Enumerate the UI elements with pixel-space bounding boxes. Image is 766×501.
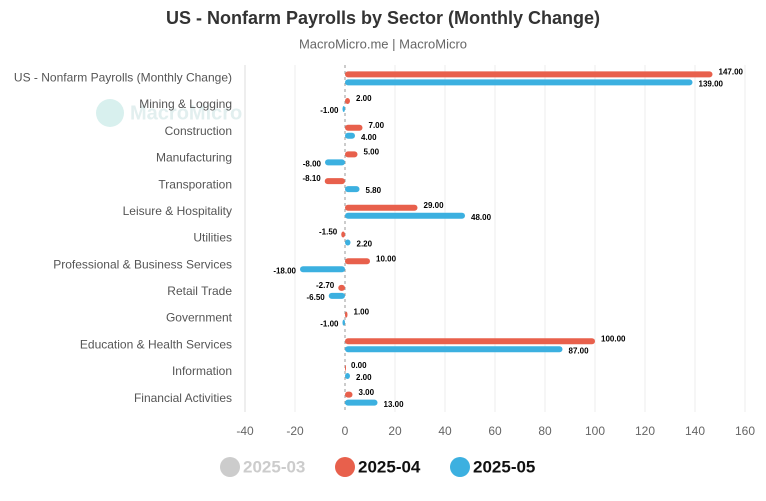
chart-subtitle: MacroMicro.me | MacroMicro — [299, 36, 467, 51]
x-tick-label: 100 — [585, 424, 605, 438]
bar — [345, 372, 350, 379]
bar — [341, 231, 345, 238]
bar — [345, 204, 418, 211]
legend-marker[interactable] — [335, 457, 355, 477]
x-tick-label: 0 — [342, 424, 349, 438]
value-label: 48.00 — [471, 213, 492, 222]
legend-label[interactable]: 2025-05 — [473, 457, 535, 476]
y-tick-label: Transporation — [158, 177, 232, 191]
bar — [345, 364, 346, 371]
value-label: 4.00 — [361, 133, 377, 142]
value-label: 2.00 — [356, 94, 372, 103]
value-label: 3.00 — [359, 388, 375, 397]
value-label: 2.20 — [357, 240, 373, 249]
value-label: 2.00 — [356, 373, 372, 382]
bar — [345, 311, 348, 318]
value-label: -6.50 — [307, 293, 326, 302]
value-label: 87.00 — [569, 346, 590, 355]
value-label: -1.50 — [319, 228, 338, 237]
bar — [345, 71, 713, 78]
y-tick-label: Information — [172, 364, 232, 378]
y-tick-label: US - Nonfarm Payrolls (Monthly Change) — [14, 71, 232, 85]
bar — [300, 266, 345, 273]
bar — [342, 319, 345, 326]
y-tick-label: Mining & Logging — [139, 97, 232, 111]
value-label: 100.00 — [601, 334, 626, 343]
legend-marker[interactable] — [450, 457, 470, 477]
bar — [345, 258, 370, 265]
x-tick-label: 120 — [635, 424, 655, 438]
bar — [328, 292, 345, 299]
legend-label[interactable]: 2025-03 — [243, 457, 305, 476]
value-label: 139.00 — [699, 79, 724, 88]
y-tick-label: Professional & Business Services — [53, 257, 232, 271]
x-tick-label: 80 — [538, 424, 552, 438]
bar — [345, 186, 360, 193]
y-tick-label: Retail Trade — [167, 284, 232, 298]
y-tick-label: Leisure & Hospitality — [123, 204, 232, 218]
value-label: 7.00 — [369, 121, 385, 130]
bar — [324, 178, 345, 185]
value-label: 147.00 — [719, 67, 744, 76]
y-tick-label: Financial Activities — [134, 391, 232, 405]
value-label: -8.00 — [303, 160, 322, 169]
value-label: -1.00 — [320, 320, 339, 329]
x-tick-label: 20 — [388, 424, 402, 438]
value-label: -8.10 — [303, 174, 322, 183]
bar — [345, 79, 693, 86]
value-label: 0.00 — [351, 361, 367, 370]
bar — [345, 338, 595, 345]
bar — [345, 399, 378, 406]
value-label: 5.80 — [366, 186, 382, 195]
value-label: 1.00 — [354, 308, 370, 317]
x-tick-label: 40 — [438, 424, 452, 438]
x-tick-label: 60 — [488, 424, 502, 438]
value-label: -1.00 — [320, 106, 339, 115]
bar — [345, 212, 465, 219]
bar — [325, 159, 345, 166]
bar — [345, 98, 350, 105]
x-tick-label: -20 — [286, 424, 304, 438]
legend-marker[interactable] — [220, 457, 240, 477]
y-tick-label: Utilities — [193, 231, 232, 245]
y-tick-label: Government — [166, 311, 233, 325]
y-tick-label: Manufacturing — [156, 151, 232, 165]
bar — [345, 239, 351, 246]
bar — [345, 391, 353, 398]
legend-label[interactable]: 2025-04 — [358, 457, 421, 476]
bar — [345, 124, 363, 131]
bar — [345, 151, 358, 158]
x-tick-label: -40 — [236, 424, 254, 438]
value-label: -2.70 — [316, 281, 335, 290]
y-tick-label: Construction — [165, 124, 232, 138]
bar — [342, 106, 345, 113]
value-label: 5.00 — [364, 148, 380, 157]
value-label: -18.00 — [273, 266, 296, 275]
y-tick-label: Education & Health Services — [80, 337, 232, 351]
watermark: MacroMicro — [130, 102, 242, 124]
chart-title: US - Nonfarm Payrolls by Sector (Monthly… — [166, 8, 600, 28]
value-label: 13.00 — [384, 400, 405, 409]
value-label: 29.00 — [424, 201, 445, 210]
bar — [338, 284, 345, 291]
value-label: 10.00 — [376, 254, 397, 263]
watermark-icon — [96, 99, 124, 127]
x-tick-label: 140 — [685, 424, 705, 438]
bar — [345, 132, 355, 139]
bar — [345, 346, 563, 353]
x-tick-label: 160 — [735, 424, 755, 438]
